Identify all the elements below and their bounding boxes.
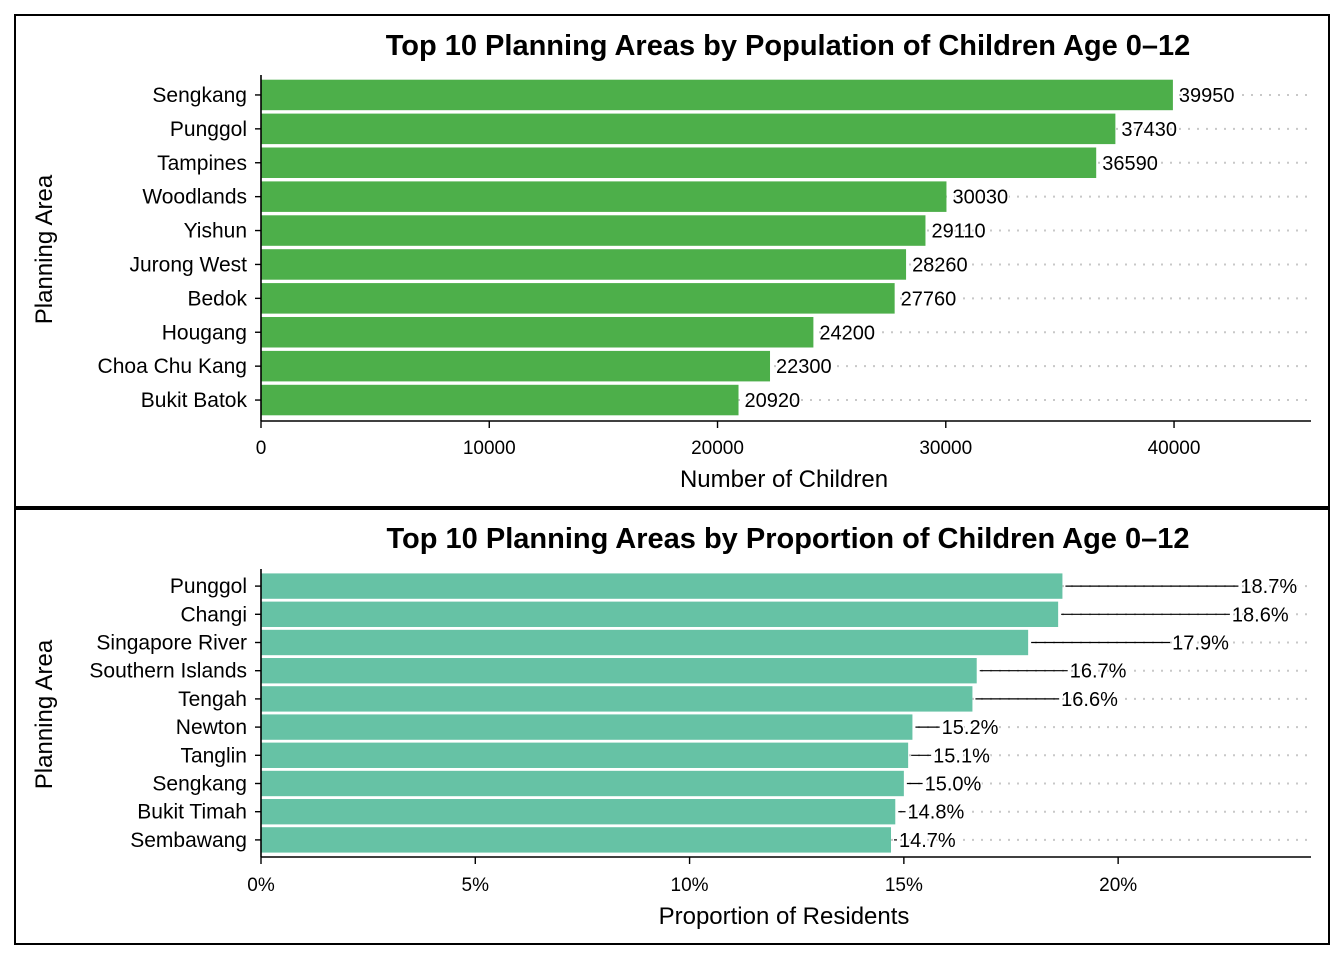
y-tick-label: Newton (176, 716, 247, 739)
y-tick-label: Bukit Batok (141, 389, 248, 412)
y-tick-label: Sengkang (152, 84, 247, 107)
data-label: 39950 (1179, 85, 1235, 107)
data-label: 27760 (901, 288, 957, 310)
data-label: 17.9% (1172, 633, 1229, 655)
y-tick-label: Tanglin (180, 744, 247, 767)
bar (261, 629, 1029, 656)
bar (261, 601, 1059, 627)
data-label: 14.7% (899, 830, 956, 852)
y-tick-label: Punggol (170, 118, 247, 141)
x-tick-label: 30000 (919, 438, 972, 459)
bar (261, 799, 896, 825)
y-tick-label: Bukit Timah (137, 801, 247, 824)
y-tick-label: Tengah (178, 688, 247, 711)
chart-panel-2: 18.7% 18.6%17.9% 16.7% 16.6% 15.2% 15.1% 15.0%… (14, 508, 1330, 945)
data-label: 14.8% (908, 802, 965, 824)
bar (261, 350, 771, 382)
panel-border (14, 508, 1330, 945)
y-tick-label: Choa Chu Kang (98, 355, 247, 378)
data-label: 15.2% (942, 717, 999, 739)
x-tick-label: 0 (256, 438, 267, 459)
bar (261, 283, 895, 314)
y-tick-label: Sengkang (152, 773, 247, 796)
x-tick-label: 15% (885, 875, 923, 896)
x-tick-label: 20000 (691, 438, 744, 459)
y-tick-label: Changi (180, 603, 247, 626)
bar (261, 113, 1116, 145)
panel-border (14, 14, 1330, 508)
data-label: 24200 (819, 322, 875, 344)
bar (261, 316, 814, 348)
y-tick-label: Woodlands (142, 186, 247, 209)
data-label: 37430 (1121, 119, 1177, 141)
data-label: 30030 (952, 187, 1008, 209)
data-label: 28260 (912, 254, 968, 276)
y-tick-label: Singapore River (96, 632, 247, 655)
data-label: 18.6% (1232, 604, 1289, 626)
bar (261, 714, 913, 740)
y-tick-label: Sembawang (130, 829, 247, 852)
x-tick-label: 10% (671, 875, 709, 896)
bar (261, 686, 973, 712)
chart-title: Top 10 Planning Areas by Population of C… (386, 30, 1191, 62)
x-tick-label: 0% (247, 875, 275, 896)
data-label: 22300 (776, 356, 832, 378)
y-tick-label: Jurong West (130, 253, 248, 276)
data-label: 18.7% (1240, 576, 1297, 598)
chart-title: Top 10 Planning Areas by Proportion of C… (387, 523, 1190, 555)
data-label: 16.6% (1061, 689, 1118, 711)
y-tick-label: Southern Islands (89, 660, 247, 683)
x-tick-label: 5% (462, 875, 490, 896)
bar (261, 384, 739, 416)
bar (261, 249, 907, 280)
bar (261, 147, 1097, 179)
data-label: 16.7% (1070, 661, 1127, 683)
x-axis-title: Proportion of Residents (659, 903, 910, 930)
y-tick-label: Punggol (170, 575, 247, 598)
bar (261, 827, 891, 853)
bar (261, 573, 1063, 599)
bar (261, 770, 904, 797)
data-label: 15.0% (925, 774, 982, 796)
y-axis-title: Planning Area (31, 174, 58, 324)
data-label: 36590 (1102, 153, 1158, 175)
bar (261, 181, 947, 212)
data-label: 29110 (931, 221, 985, 243)
y-tick-label: Tampines (157, 152, 247, 175)
y-tick-label: Yishun (184, 220, 247, 243)
y-tick-label: Hougang (162, 321, 247, 344)
bar (261, 658, 977, 684)
y-tick-label: Bedok (187, 287, 247, 310)
y-axis-title: Planning Area (31, 639, 58, 789)
x-tick-label: 40000 (1148, 438, 1201, 459)
data-label: 20920 (745, 390, 801, 412)
x-axis-title: Number of Children (680, 466, 888, 493)
bar (261, 215, 926, 246)
x-tick-label: 10000 (463, 438, 516, 459)
data-label: 15.1% (933, 745, 990, 767)
bar (261, 79, 1173, 111)
x-tick-label: 20% (1099, 875, 1137, 896)
bar (261, 742, 909, 768)
